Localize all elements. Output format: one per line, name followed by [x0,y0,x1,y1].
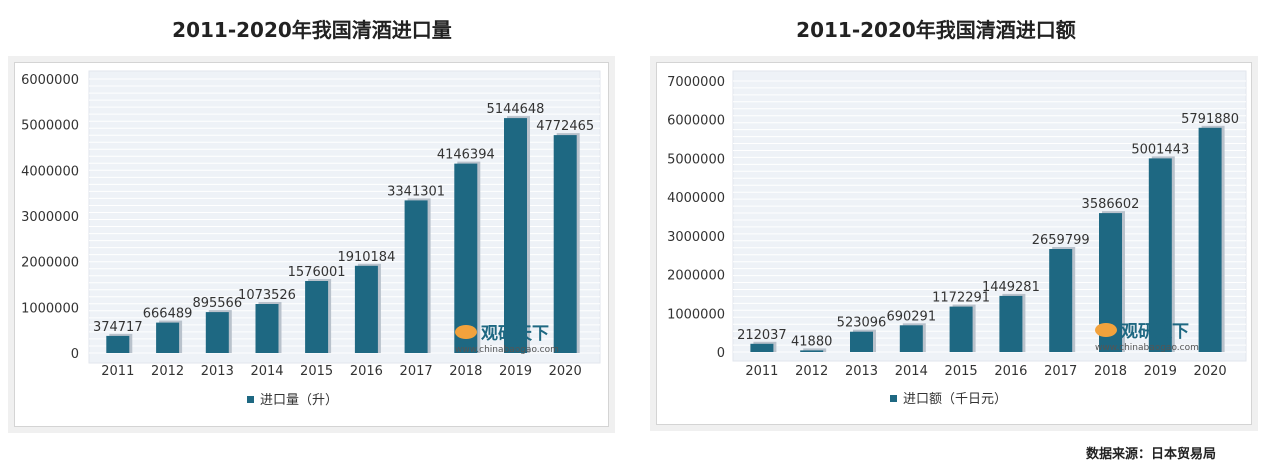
data-label: 1576001 [288,265,346,280]
x-tick-label: 2017 [400,364,433,379]
y-tick-label: 2000000 [21,256,79,271]
y-tick-label: 3000000 [667,230,725,245]
bar [1099,213,1122,352]
bar-shadow [803,348,827,352]
data-label: 4772465 [536,119,594,134]
y-tick-label: 2000000 [667,269,725,284]
bar [750,343,774,352]
bar [899,325,923,352]
x-tick-label: 2013 [201,364,234,379]
bar [354,265,378,353]
data-label: 2659799 [1032,233,1090,248]
data-label: 690291 [886,309,936,324]
x-tick-label: 2018 [1094,364,1127,379]
bar [1198,127,1222,352]
chart-title-volume: 2011-2020年我国清酒进口量 [172,18,452,42]
bar [1049,249,1073,352]
data-label: 3586602 [1082,197,1140,212]
chart-panel-value: 0 1000000 2000000 3000000 4000000 5000000 6000… [656,62,1252,425]
watermark-logo: 观研天下 www.chinabaogao.com [455,324,559,355]
bar [305,281,329,353]
bar [999,295,1023,352]
bar [504,118,527,353]
y-tick-label: 0 [71,347,79,362]
data-label: 895566 [192,296,242,311]
data-label: 1449281 [982,280,1040,295]
bar [850,331,873,352]
watermark-icon [455,324,477,339]
data-label: 523096 [837,316,887,331]
x-tick-label: 2016 [350,364,383,379]
data-label: 5001443 [1131,142,1189,157]
y-tick-label: 6000000 [21,73,79,88]
data-label: 1073526 [238,288,296,303]
data-label: 5144648 [487,102,545,117]
y-tick-label: 5000000 [21,119,79,134]
bar [454,163,478,353]
bar [404,200,428,353]
data-label: 374717 [93,320,143,335]
bar [800,350,824,352]
bar [205,312,229,353]
x-tick-label: 2016 [994,364,1027,379]
bar [156,322,180,353]
bar [255,304,279,353]
chart-title-value: 2011-2020年我国清酒进口额 [796,18,1076,42]
bar [106,335,130,353]
data-label: 5791880 [1181,112,1239,127]
legend-label: 进口额（千日元） [903,392,1007,407]
bar [1148,158,1172,352]
x-tick-label: 2018 [449,364,482,379]
x-tick-label: 2019 [1144,364,1177,379]
data-label: 41880 [791,334,832,349]
legend-swatch [247,396,254,403]
bar-chart-volume: 0 1000000 2000000 3000000 4000000 5000000 6000… [21,70,601,408]
x-tick-label: 2014 [250,364,283,379]
x-tick-label: 2013 [845,364,878,379]
x-tick-label: 2020 [1194,364,1227,379]
y-tick-label: 6000000 [667,114,725,129]
watermark-logo: 观研天下 www.chinabaogao.com [1095,322,1199,353]
y-tick-label: 0 [717,346,725,361]
x-tick-label: 2012 [795,364,828,379]
x-tick-label: 2019 [499,364,532,379]
x-tick-label: 2011 [745,364,778,379]
y-tick-label: 5000000 [667,152,725,167]
chart-panel-volume: 0 1000000 2000000 3000000 4000000 5000000 6000… [14,62,609,427]
watermark-icon [1095,322,1117,337]
data-source: 数据来源：日本贸易局 [1085,447,1216,462]
y-tick-label: 1000000 [667,307,725,322]
x-tick-label: 2012 [151,364,184,379]
data-label: 212037 [737,328,787,343]
data-label: 1172291 [932,291,990,306]
y-tick-label: 1000000 [21,301,79,316]
x-tick-label: 2011 [101,364,134,379]
data-label: 1910184 [337,250,395,265]
y-tick-label: 4000000 [21,164,79,179]
y-tick-label: 4000000 [667,191,725,206]
legend-swatch [890,395,897,402]
y-tick-label: 7000000 [667,75,725,90]
data-label: 4146394 [437,148,495,163]
x-tick-label: 2017 [1044,364,1077,379]
bar [949,306,973,352]
legend-label: 进口量（升） [260,393,338,408]
data-label: 666489 [143,307,193,322]
bar-chart-value: 0 1000000 2000000 3000000 4000000 5000000 6000… [667,70,1247,407]
x-tick-label: 2014 [895,364,928,379]
x-tick-label: 2020 [549,364,582,379]
x-tick-label: 2015 [945,364,978,379]
y-tick-label: 3000000 [21,210,79,225]
bar [553,135,577,353]
x-tick-label: 2015 [300,364,333,379]
data-label: 3341301 [387,184,445,199]
